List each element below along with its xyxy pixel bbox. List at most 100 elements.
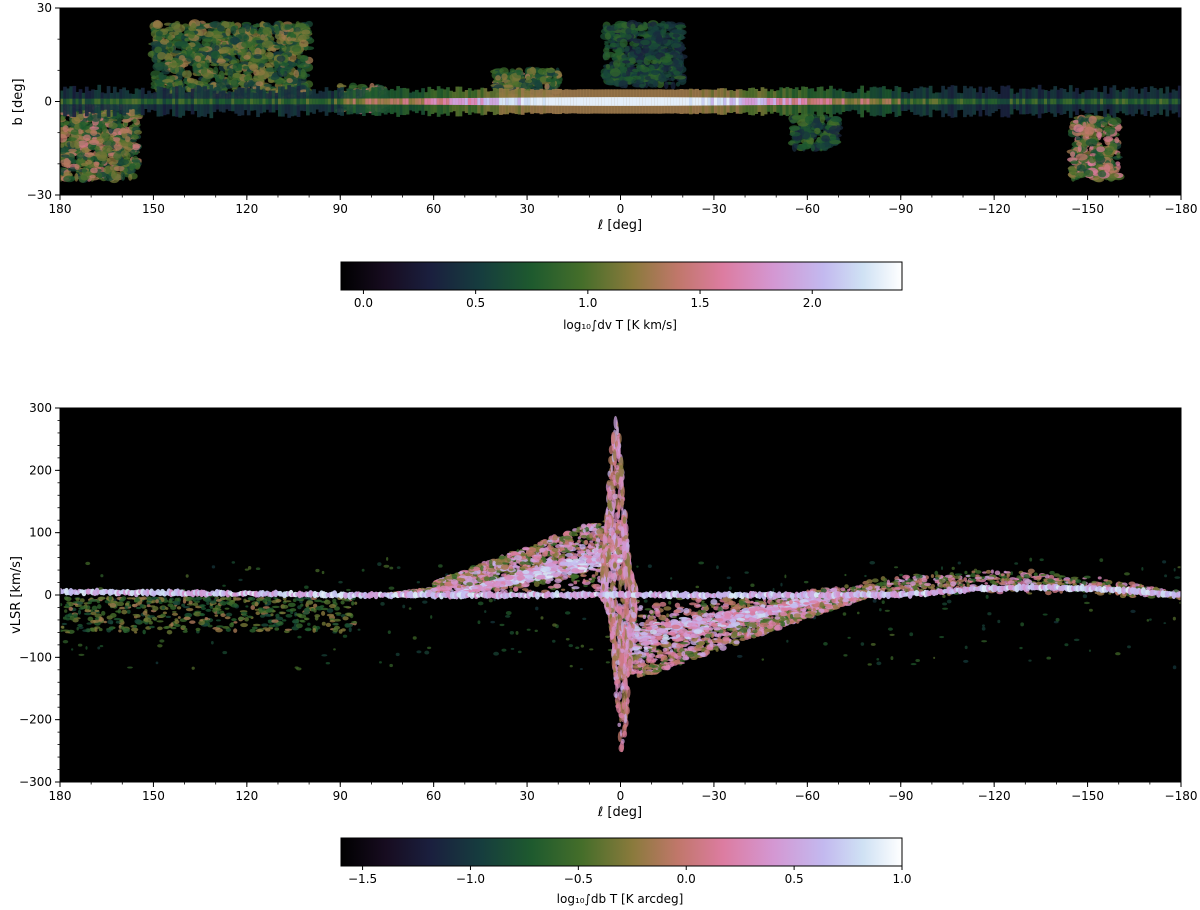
top-colorbar-label: log₁₀∫dv T [K km/s]	[563, 318, 677, 332]
faint-emission	[981, 640, 988, 643]
emission-clump	[619, 38, 628, 48]
faint-emission	[1064, 643, 1069, 647]
emission-clump	[1084, 169, 1094, 177]
plane-core	[100, 98, 105, 105]
plane-core	[695, 97, 699, 106]
plane-core	[1174, 98, 1179, 105]
faint-emission	[575, 646, 580, 649]
plane-core	[938, 98, 942, 105]
faint-emission	[1088, 608, 1093, 612]
faint-emission	[97, 646, 101, 650]
plane-core	[545, 97, 550, 106]
outer-negative-emission	[204, 617, 209, 621]
plane-core	[1137, 98, 1142, 105]
plane-core	[309, 98, 313, 105]
emission-clump	[1089, 145, 1094, 150]
plane-core	[676, 97, 681, 106]
emission-clump	[1101, 122, 1108, 126]
top-y-axis-label: b [deg]	[11, 78, 26, 125]
faint-emission	[504, 614, 511, 618]
faint-emission	[876, 661, 882, 666]
outer-negative-emission	[97, 604, 102, 609]
plane-core	[414, 98, 419, 105]
faint-emission	[963, 659, 969, 663]
outer-negative-emission	[157, 626, 163, 631]
emission-clump	[265, 87, 271, 91]
plane-core	[293, 98, 298, 105]
plane-core	[536, 97, 541, 106]
faint-emission	[62, 639, 69, 644]
faint-emission	[1088, 649, 1092, 652]
plane-core	[495, 97, 500, 106]
plane-core	[738, 97, 743, 106]
top-y-axis-tick-label: 30	[37, 1, 52, 15]
plane-core	[679, 97, 684, 106]
emission-clump	[166, 42, 173, 48]
faint-emission	[1141, 567, 1144, 571]
outer-negative-emission	[261, 623, 269, 627]
outer-negative-emission	[225, 612, 233, 617]
emission-clump	[133, 129, 142, 135]
faint-emission	[70, 648, 74, 651]
emission-clump	[290, 37, 297, 42]
faint-emission	[499, 623, 505, 627]
faint-emission	[297, 635, 302, 639]
outer-negative-emission	[285, 613, 293, 618]
plane-core	[72, 98, 77, 105]
faint-emission	[942, 594, 946, 598]
plane-core	[1003, 98, 1008, 105]
emission-clump	[250, 28, 255, 35]
plane-core	[623, 97, 628, 106]
emission-clump	[829, 134, 837, 141]
outer-negative-emission	[198, 604, 206, 608]
emission-clump	[152, 20, 164, 29]
emission-clump	[280, 22, 285, 31]
plane-core	[682, 97, 687, 106]
plane-core	[1034, 98, 1039, 105]
plane-core	[287, 98, 292, 105]
plane-core	[153, 98, 158, 105]
plane-core	[505, 97, 509, 106]
plane-core	[458, 98, 463, 105]
outer-negative-emission	[250, 605, 256, 610]
emission-clump	[1068, 167, 1077, 175]
outer-negative-emission	[299, 619, 305, 623]
plane-core	[689, 97, 693, 106]
plane-core	[464, 98, 469, 105]
outer-negative-emission	[332, 627, 339, 633]
faint-emission	[872, 599, 877, 603]
outer-negative-emission	[342, 616, 349, 621]
outer-negative-emission	[247, 615, 253, 618]
plane-core	[228, 98, 232, 105]
outer-negative-emission	[254, 601, 259, 607]
plane-core	[246, 98, 251, 105]
emission-clump	[214, 45, 220, 51]
outer-negative-emission	[109, 603, 117, 608]
faint-emission	[942, 607, 949, 610]
plane-core	[1012, 98, 1017, 105]
emission-clump	[162, 79, 174, 83]
faint-emission	[501, 648, 507, 652]
plane-core	[218, 98, 223, 105]
plane-core	[866, 98, 871, 105]
emission-clump	[158, 72, 165, 80]
outer-negative-emission	[69, 615, 75, 621]
outer-negative-emission	[80, 605, 87, 610]
emission-clump	[1103, 163, 1111, 173]
plane-core	[673, 97, 678, 106]
emission-clump	[499, 67, 509, 75]
outer-negative-emission	[212, 626, 221, 630]
plane-core	[1146, 98, 1151, 105]
faint-emission	[579, 667, 583, 671]
faint-emission	[844, 573, 847, 577]
emission-clump	[89, 126, 100, 131]
plane-core	[810, 98, 815, 105]
faint-emission	[64, 609, 68, 613]
emission-clump	[661, 48, 666, 52]
faint-emission	[605, 661, 610, 664]
plane-core	[863, 98, 868, 105]
plane-core	[277, 98, 282, 105]
outer-negative-emission	[89, 599, 98, 602]
faint-emission	[879, 608, 882, 612]
plane-core	[502, 97, 506, 106]
